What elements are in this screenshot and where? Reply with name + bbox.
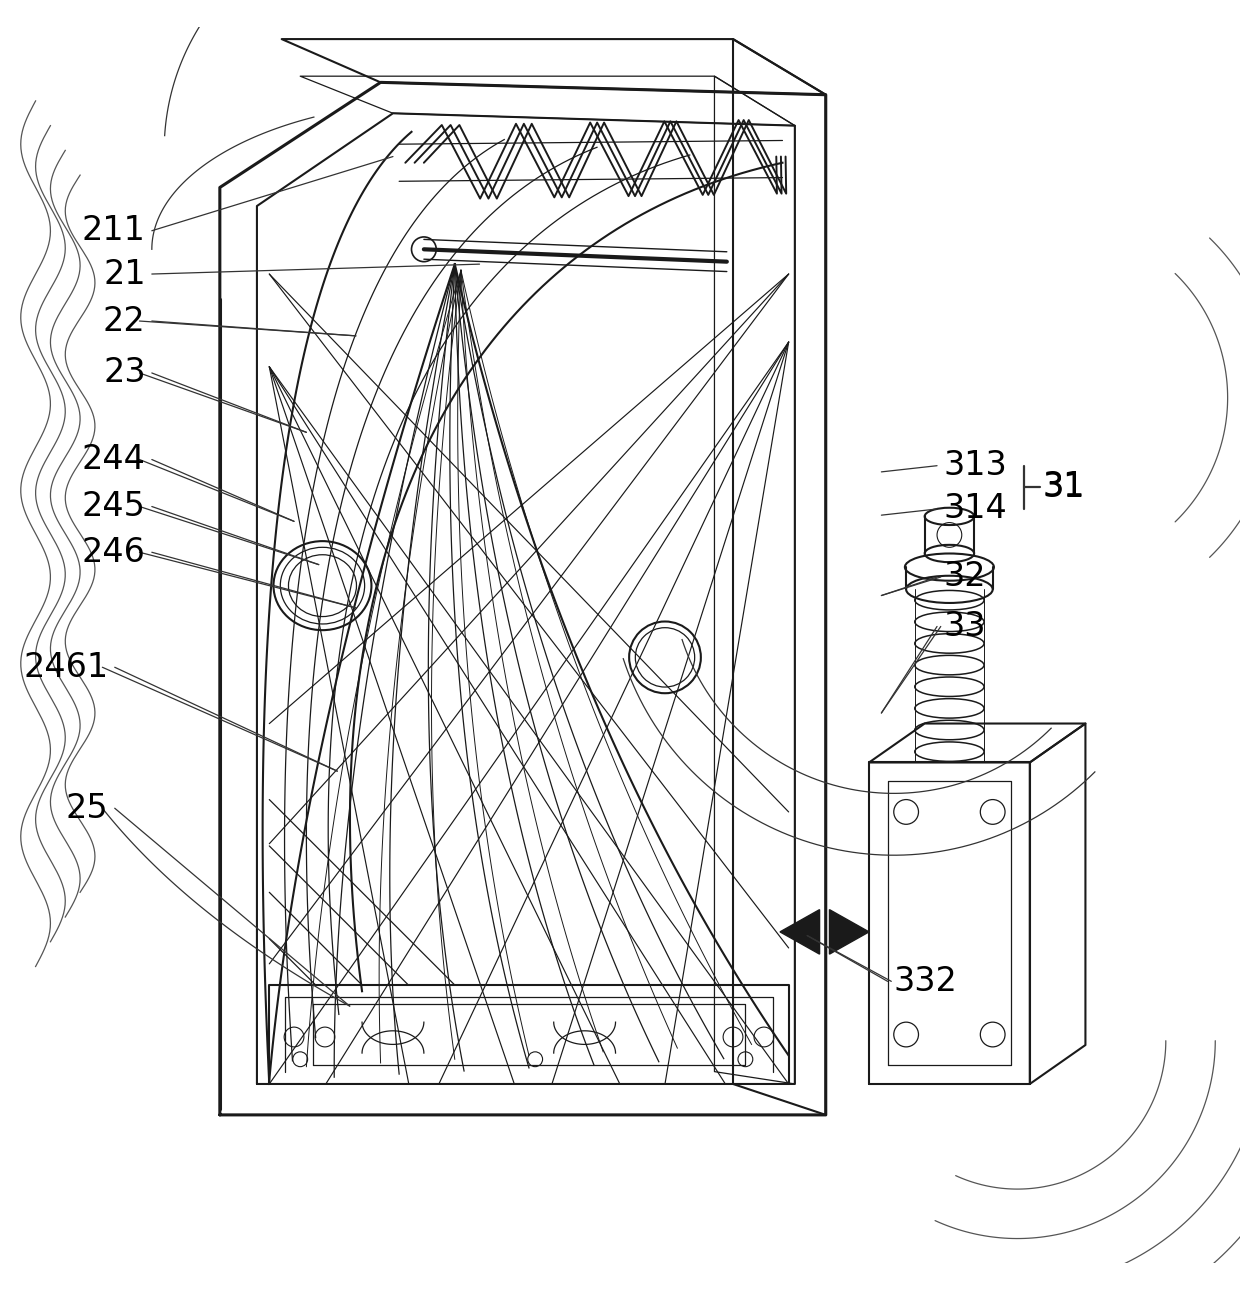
Text: 244: 244 [82,442,145,476]
Text: 33: 33 [944,610,986,642]
Text: 246: 246 [82,535,145,569]
Text: 32: 32 [944,560,986,593]
Text: 314: 314 [944,493,1007,525]
Text: 21: 21 [103,258,145,290]
Text: 211: 211 [82,214,145,248]
Text: 313: 313 [944,449,1007,482]
Polygon shape [780,909,820,955]
Text: 31: 31 [1042,471,1085,503]
Text: 245: 245 [82,490,145,522]
Text: 23: 23 [103,356,145,390]
Text: 2461: 2461 [24,650,109,684]
Text: 332: 332 [894,965,957,998]
Text: 31: 31 [1042,471,1085,504]
Polygon shape [830,909,869,955]
Text: 22: 22 [103,304,145,338]
Text: 25: 25 [66,792,109,824]
